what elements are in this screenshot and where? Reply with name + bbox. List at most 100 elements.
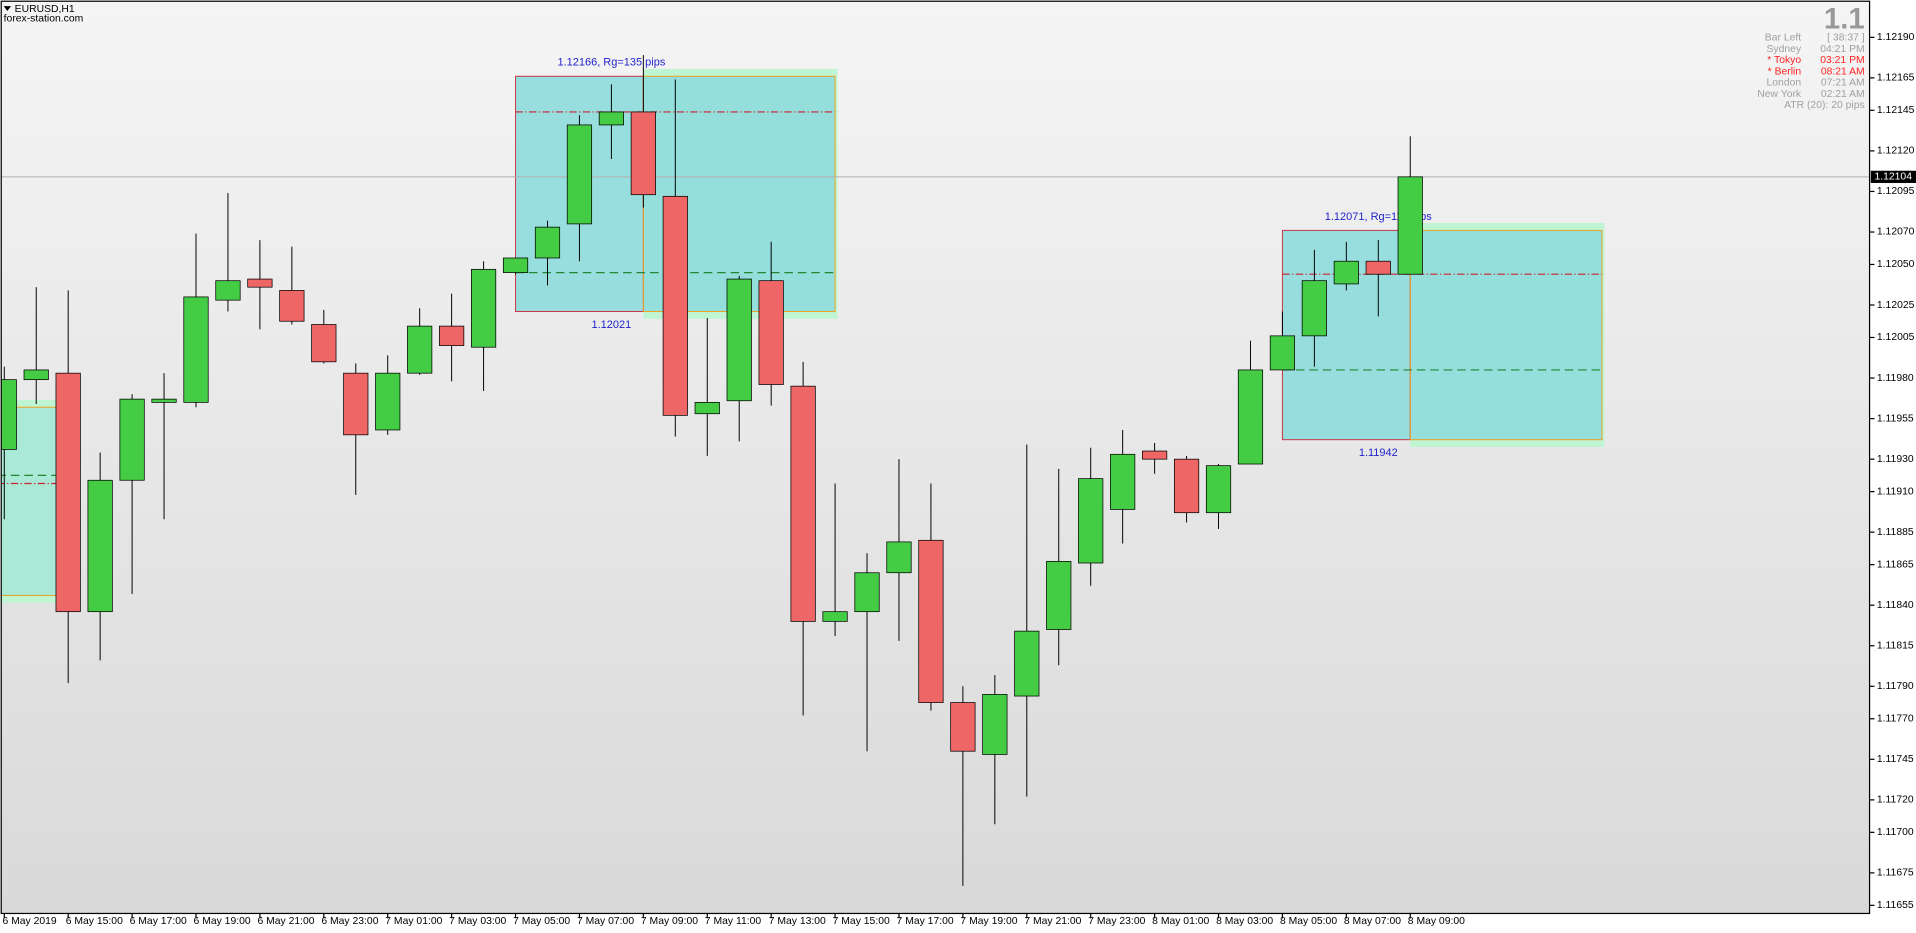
candle-body (694, 402, 720, 415)
y-tick-label: 1.11745 (1877, 754, 1914, 765)
candle-body (215, 280, 241, 301)
candle-body (375, 372, 401, 431)
x-tick-label: 6 May 19:00 (194, 916, 251, 927)
candle-body (854, 572, 880, 613)
candle-body (534, 226, 561, 259)
plot-frame (0, 0, 1871, 915)
x-tick-label: 6 May 2019 (2, 916, 56, 927)
info-name: Bar Left (1765, 33, 1801, 44)
candle-body (1397, 176, 1423, 275)
box-fill (1282, 230, 1602, 440)
candle-body (407, 325, 433, 374)
atr-label: ATR (20): 20 pips (1784, 100, 1865, 111)
candle-body (183, 296, 209, 403)
candle-body (119, 398, 145, 481)
candle-body (918, 539, 944, 703)
candle-body (1333, 260, 1359, 285)
box-low-label: 1.11942 (1359, 447, 1398, 459)
info-name: * Tokyo (1767, 55, 1801, 66)
candle-body (343, 372, 369, 436)
x-tick-label: 7 May 07:00 (577, 916, 634, 927)
candle-body (151, 398, 177, 403)
x-tick-label: 8 May 09:00 (1408, 916, 1465, 927)
info-value: [ 38:37 ] (1827, 33, 1865, 44)
y-tick-label: 1.11770 (1877, 713, 1914, 724)
candle-body (662, 195, 688, 416)
candle-body (726, 278, 752, 402)
y-tick-label: 1.12070 (1877, 227, 1915, 238)
info-name: New York (1757, 89, 1802, 100)
info-name: Sydney (1767, 44, 1802, 55)
price-tag-label: 1.12104 (1874, 172, 1912, 183)
plot-area: 1.12166, Rg=135 pips 1.12021 1.12071, Rg=1… (1, 55, 1870, 886)
candle-body (470, 268, 497, 348)
info-value: 08:21 AM (1821, 66, 1865, 77)
candle-body (1237, 369, 1264, 465)
candle-body (439, 325, 465, 346)
candle-body (950, 702, 976, 752)
x-tick-label: 7 May 11:00 (705, 916, 762, 927)
y-tick-label: 1.11910 (1877, 486, 1914, 497)
candle-body (1078, 478, 1104, 564)
price-tag (1870, 170, 1916, 183)
box-extension (1409, 229, 1603, 441)
y-tick-label: 1.12095 (1877, 186, 1915, 197)
x-tick-label: 8 May 01:00 (1152, 916, 1209, 927)
candle-body (1, 379, 17, 450)
candle-body (598, 111, 624, 126)
x-tick-label: 7 May 15:00 (833, 916, 890, 927)
candle-body (247, 278, 273, 288)
candle-body (279, 290, 305, 322)
x-tick-label: 7 May 03:00 (449, 916, 506, 927)
candle-body (758, 280, 784, 385)
x-tick-label: 6 May 21:00 (257, 916, 314, 927)
y-tick-label: 1.11840 (1877, 600, 1914, 611)
y-tick-label: 1.12145 (1877, 105, 1915, 116)
candle-body (630, 111, 656, 196)
info-value: 03:21 PM (1820, 55, 1864, 66)
y-tick-label: 1.11815 (1877, 640, 1914, 651)
y-tick-label: 1.11655 (1877, 900, 1914, 911)
y-tick-label: 1.12190 (1877, 32, 1915, 43)
x-tick-label: 6 May 23:00 (321, 916, 378, 927)
y-tick-label: 1.11980 (1877, 373, 1914, 384)
x-tick-label: 7 May 17:00 (897, 916, 954, 927)
x-tick-label: 7 May 05:00 (513, 916, 570, 927)
y-tick-label: 1.11720 (1877, 795, 1914, 806)
x-tick-label: 6 May 15:00 (66, 916, 123, 927)
x-tick-label: 7 May 19:00 (960, 916, 1017, 927)
y-tick-label: 1.12005 (1877, 332, 1915, 343)
plot-background (1, 1, 1870, 914)
y-tick-label: 1.12050 (1877, 259, 1915, 270)
info-name: * Berlin (1768, 66, 1802, 77)
x-tick-label: 8 May 07:00 (1344, 916, 1401, 927)
candle-body (822, 611, 848, 622)
menu-arrow[interactable] (3, 6, 11, 11)
y-tick-label: 1.11885 (1877, 527, 1914, 538)
y-tick-label: 1.12165 (1877, 73, 1915, 84)
candle-body (311, 324, 337, 363)
info-title: 1.1 (1824, 3, 1865, 36)
axes: 1.12190 1.12165 1.12145 1.12120 1.12095 1.120… (2, 32, 1916, 927)
y-tick-label: 1.12025 (1877, 300, 1915, 311)
box-low-label: 1.12021 (592, 319, 632, 331)
candle-body (566, 124, 593, 225)
box-high-label: 1.12166, Rg=135 pips (557, 57, 665, 69)
info-value: 04:21 PM (1820, 44, 1864, 55)
x-tick-label: 6 May 17:00 (130, 916, 187, 927)
candle-body (87, 479, 113, 613)
y-tick-label: 1.11790 (1877, 681, 1914, 692)
x-tick-label: 7 May 23:00 (1088, 916, 1145, 927)
x-tick-label: 7 May 09:00 (641, 916, 698, 927)
candle-body (1142, 450, 1168, 460)
candle-body (1110, 453, 1136, 510)
x-tick-label: 7 May 21:00 (1024, 916, 1081, 927)
watermark: forex-station.com (4, 14, 84, 25)
info-name: London (1767, 78, 1802, 89)
info-value: 02:21 AM (1821, 89, 1865, 100)
candle-body (790, 385, 816, 622)
x-tick-label: 8 May 03:00 (1216, 916, 1273, 927)
candle-body (1301, 280, 1327, 337)
